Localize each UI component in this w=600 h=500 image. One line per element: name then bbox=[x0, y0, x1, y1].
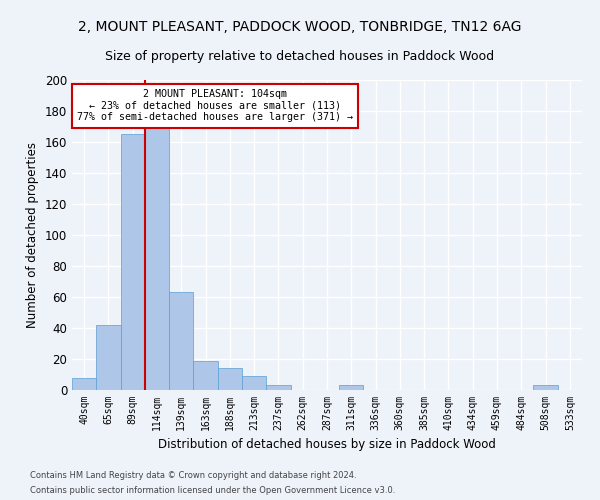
Bar bbox=[169, 292, 193, 390]
Bar bbox=[193, 360, 218, 390]
Bar bbox=[121, 134, 145, 390]
Bar bbox=[72, 378, 96, 390]
X-axis label: Distribution of detached houses by size in Paddock Wood: Distribution of detached houses by size … bbox=[158, 438, 496, 452]
Bar bbox=[533, 386, 558, 390]
Bar bbox=[145, 126, 169, 390]
Bar bbox=[96, 325, 121, 390]
Bar bbox=[218, 368, 242, 390]
Bar bbox=[339, 386, 364, 390]
Text: 2, MOUNT PLEASANT, PADDOCK WOOD, TONBRIDGE, TN12 6AG: 2, MOUNT PLEASANT, PADDOCK WOOD, TONBRID… bbox=[78, 20, 522, 34]
Text: Contains public sector information licensed under the Open Government Licence v3: Contains public sector information licen… bbox=[30, 486, 395, 495]
Text: Size of property relative to detached houses in Paddock Wood: Size of property relative to detached ho… bbox=[106, 50, 494, 63]
Text: 2 MOUNT PLEASANT: 104sqm
← 23% of detached houses are smaller (113)
77% of semi-: 2 MOUNT PLEASANT: 104sqm ← 23% of detach… bbox=[77, 90, 353, 122]
Bar bbox=[242, 376, 266, 390]
Y-axis label: Number of detached properties: Number of detached properties bbox=[26, 142, 39, 328]
Text: Contains HM Land Registry data © Crown copyright and database right 2024.: Contains HM Land Registry data © Crown c… bbox=[30, 471, 356, 480]
Bar bbox=[266, 386, 290, 390]
